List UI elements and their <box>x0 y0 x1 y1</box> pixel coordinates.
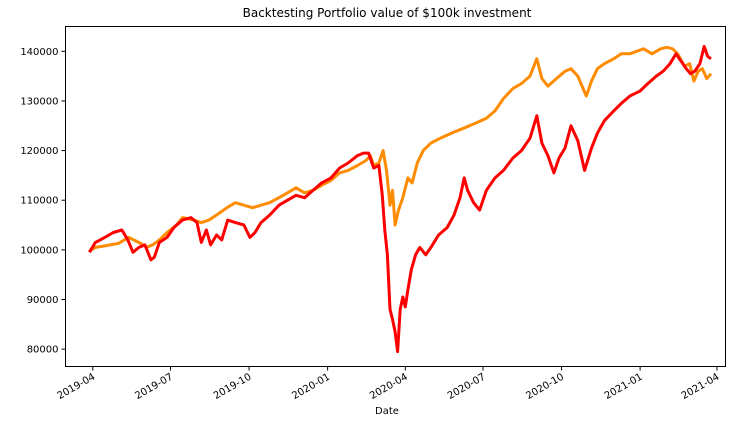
chart-title: Backtesting Portfolio value of $100k inv… <box>243 6 532 20</box>
axes-frame <box>65 26 726 367</box>
series-layer <box>88 44 713 354</box>
y-tick-label: 90000 <box>27 295 59 306</box>
x-tick-label: 2019-04 <box>56 372 98 402</box>
y-tick-label: 110000 <box>20 196 58 207</box>
series-line-2 <box>88 44 712 354</box>
y-tick-label: 120000 <box>20 146 58 157</box>
y-tick-label: 80000 <box>27 345 59 356</box>
x-axis-ticks: 2019-04 2019-07 2019-10 2020-01 2020-04 2020-… <box>56 366 722 402</box>
y-tick-label: 140000 <box>20 47 58 58</box>
x-tick-label: 2019-07 <box>133 372 175 402</box>
x-tick-label: 2019-10 <box>212 372 254 402</box>
y-tick-label: 130000 <box>20 96 58 107</box>
plot-area <box>65 26 726 367</box>
x-axis-label: Date <box>375 406 399 417</box>
y-axis-ticks: 80000 90000 100000 110000 120000 130000 140000 <box>20 47 66 356</box>
x-tick-label: 2020-01 <box>290 372 332 402</box>
x-tick-label: 2020-07 <box>446 372 488 402</box>
x-tick-label: 2021-04 <box>680 372 722 402</box>
x-tick-label: 2021-01 <box>603 372 645 402</box>
x-tick-label: 2020-10 <box>524 372 566 402</box>
y-tick-label: 100000 <box>20 245 58 256</box>
series-line-1 <box>88 45 713 253</box>
x-tick-label: 2020-04 <box>368 372 410 402</box>
